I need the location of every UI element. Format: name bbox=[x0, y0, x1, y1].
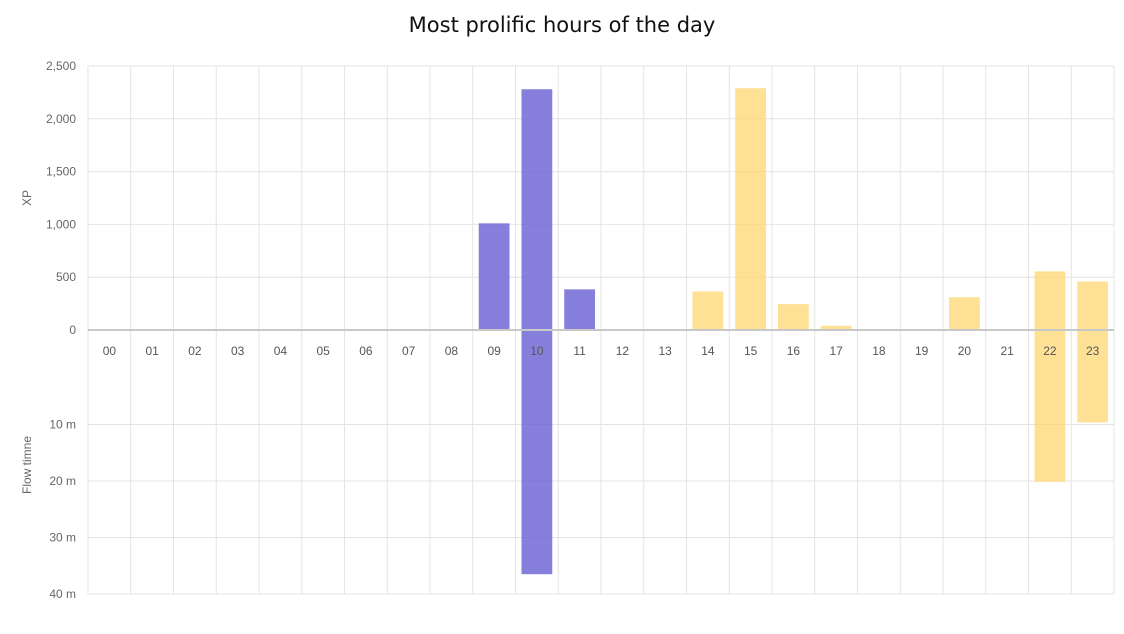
x-tick-label-16: 16 bbox=[787, 344, 801, 358]
y-tick-label-top: 0 bbox=[69, 323, 76, 337]
bar-xp-14 bbox=[692, 291, 724, 330]
y-tick-label-bottom: 30 m bbox=[49, 531, 76, 545]
bar-xp-22 bbox=[1034, 271, 1066, 330]
x-tick-label-23: 23 bbox=[1086, 344, 1100, 358]
bar-xp-16 bbox=[777, 304, 809, 330]
bar-xp-23 bbox=[1077, 281, 1109, 330]
x-tick-label-20: 20 bbox=[958, 344, 972, 358]
chart-title: Most prolific hours of the day bbox=[408, 13, 716, 37]
x-tick-label-22: 22 bbox=[1043, 344, 1057, 358]
x-tick-label-17: 17 bbox=[829, 344, 843, 358]
x-tick-label-21: 21 bbox=[1000, 344, 1014, 358]
x-tick-label-11: 11 bbox=[573, 344, 586, 358]
x-tick-label-01: 01 bbox=[145, 344, 159, 358]
x-tick-label-15: 15 bbox=[744, 344, 758, 358]
y-tick-label-bottom: 40 m bbox=[49, 587, 76, 601]
x-tick-label-02: 02 bbox=[188, 344, 202, 358]
x-tick-label-03: 03 bbox=[231, 344, 245, 358]
bar-flow-23 bbox=[1077, 330, 1109, 423]
x-tick-label-14: 14 bbox=[701, 344, 715, 358]
x-tick-label-12: 12 bbox=[616, 344, 630, 358]
y-tick-label-top: 1,000 bbox=[46, 217, 76, 231]
x-tick-label-05: 05 bbox=[316, 344, 330, 358]
y-axis-title-bottom: Flow timne bbox=[20, 436, 34, 494]
x-tick-label-18: 18 bbox=[872, 344, 886, 358]
bar-xp-15 bbox=[735, 88, 767, 331]
x-tick-label-09: 09 bbox=[487, 344, 501, 358]
x-tick-label-19: 19 bbox=[915, 344, 929, 358]
x-tick-label-04: 04 bbox=[274, 344, 288, 358]
bar-xp-11 bbox=[564, 289, 596, 330]
bar-flow-22 bbox=[1034, 330, 1066, 482]
x-tick-label-10: 10 bbox=[530, 344, 544, 358]
y-tick-label-top: 1,500 bbox=[46, 165, 76, 179]
y-tick-label-top: 2,000 bbox=[46, 112, 76, 126]
y-tick-label-bottom: 10 m bbox=[49, 418, 76, 432]
x-tick-label-08: 08 bbox=[445, 344, 459, 358]
y-axis-title-top: XP bbox=[20, 190, 34, 206]
x-tick-label-06: 06 bbox=[359, 344, 373, 358]
bar-xp-20 bbox=[948, 297, 980, 330]
y-tick-label-bottom: 20 m bbox=[49, 474, 76, 488]
y-tick-label-top: 500 bbox=[56, 270, 76, 284]
bar-xp-10 bbox=[521, 89, 553, 331]
bar-flow-10 bbox=[521, 330, 553, 575]
bar-xp-17 bbox=[820, 325, 852, 330]
x-tick-label-00: 00 bbox=[103, 344, 117, 358]
x-tick-label-13: 13 bbox=[658, 344, 672, 358]
x-tick-label-07: 07 bbox=[402, 344, 416, 358]
bar-xp-09 bbox=[478, 223, 510, 330]
y-tick-label-top: 2,500 bbox=[46, 59, 76, 73]
